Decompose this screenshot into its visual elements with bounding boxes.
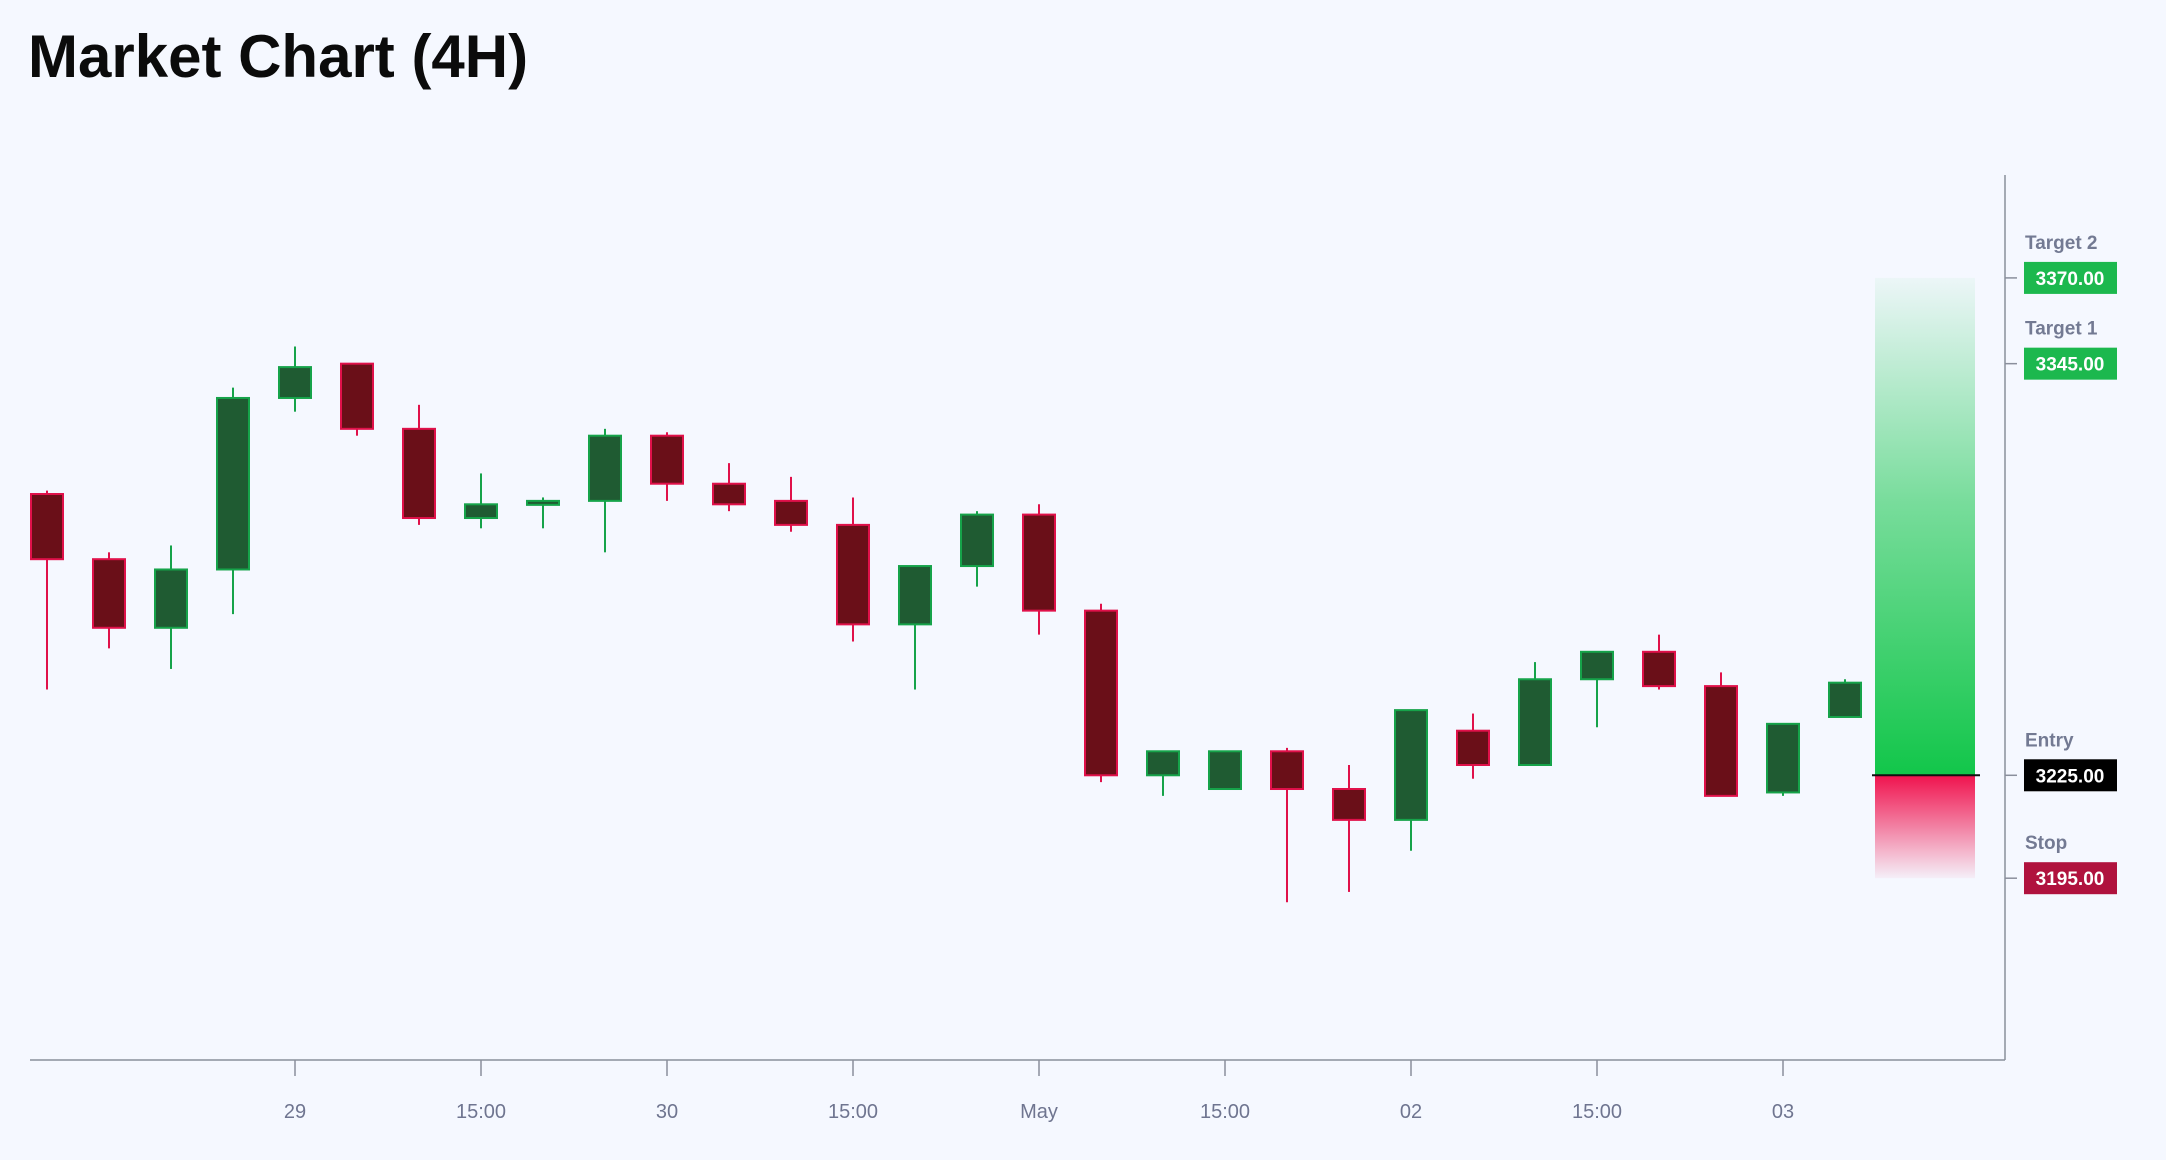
candle-up [588,428,622,553]
level-price: 3370.00 [2036,269,2105,290]
candle-up [1766,722,1800,796]
candle-body [1704,685,1738,797]
candle-down [1084,603,1118,783]
candle-body [1208,750,1242,791]
candle-body [1580,650,1614,681]
candle-body [1022,513,1056,612]
candle-down [836,497,870,642]
level-price-badge [2024,862,2117,895]
candle-body [898,565,932,626]
candle-down [340,362,374,436]
x-tick-label: 15:00 [456,1101,506,1123]
candle-body [464,503,498,520]
candle-down [1642,634,1676,690]
price-levels-group: Target 2 3370.00 Target 1 3345.00 Entry 3225.… [1872,233,2117,895]
candle-body [774,499,808,526]
candle-body [154,568,188,629]
candle-body [1394,709,1428,821]
level-price-badge [2024,347,2117,380]
level-name: Stop [2025,833,2067,854]
candle-up [526,497,560,529]
x-tick-label: 29 [284,1101,306,1123]
candle-up [216,387,250,615]
candles-group [30,346,1862,903]
x-tick-label: 03 [1772,1101,1794,1123]
loss-zone [1875,775,1975,879]
candle-body [1642,650,1676,688]
candle-body [402,427,436,520]
candle-body [526,499,560,506]
candle-up [1828,679,1862,718]
level-price: 3345.00 [2036,355,2105,376]
level-price-badge [2024,261,2117,294]
candle-body [1828,681,1862,718]
level-price: 3225.00 [2036,766,2105,787]
candle-body [1270,750,1304,791]
candle-down [30,490,64,690]
level-name: Entry [2025,730,2074,751]
candle-body [1518,678,1552,767]
candle-body [278,366,312,399]
x-tick-label: 30 [656,1101,678,1123]
candle-down [402,404,436,525]
candle-body [340,362,374,430]
candle-down [1456,713,1490,779]
level-name: Target 1 [2025,319,2098,340]
candle-body [216,396,250,571]
candle-up [960,511,994,587]
candle-down [650,432,684,501]
candle-body [92,558,126,629]
candle-up [1208,750,1242,791]
candle-up [1146,750,1180,796]
x-tick-label: 15:00 [1200,1101,1250,1123]
candle-body [650,434,684,485]
candle-up [1580,650,1614,728]
candle-down [712,463,746,512]
level-name: Target 2 [2025,233,2098,254]
candle-up [1394,709,1428,851]
candle-body [1084,609,1118,777]
x-tick-label: 15:00 [828,1101,878,1123]
candle-up [898,565,932,690]
x-tick-label: 15:00 [1572,1101,1622,1123]
profit-zone [1875,277,1975,776]
level-price: 3195.00 [2036,869,2105,890]
candle-down [774,476,808,532]
candle-body [1146,750,1180,777]
candle-up [278,346,312,412]
level-price-badge [2024,759,2117,792]
candle-body [1766,722,1800,794]
candle-down [1332,765,1366,892]
risk-reward-zones [1875,277,1975,879]
candle-down [1270,747,1304,903]
x-tick-label: 02 [1400,1101,1422,1123]
candle-down [1022,504,1056,635]
candle-body [712,482,746,506]
candle-body [1332,788,1366,821]
candle-down [92,552,126,649]
candle-up [464,473,498,529]
candle-body [1456,729,1490,767]
axes-group: 29 15:00 30 15:00 May 15:00 02 15:00 03 [30,175,2006,1123]
candle-body [960,513,994,568]
candle-up [154,545,188,669]
chart-title: Market Chart (4H) [28,23,529,90]
candle-body [588,434,622,502]
candle-up [1518,662,1552,767]
candle-body [836,523,870,626]
x-tick-label: May [1020,1101,1058,1123]
candle-down [1704,672,1738,797]
candle-body [30,493,64,561]
